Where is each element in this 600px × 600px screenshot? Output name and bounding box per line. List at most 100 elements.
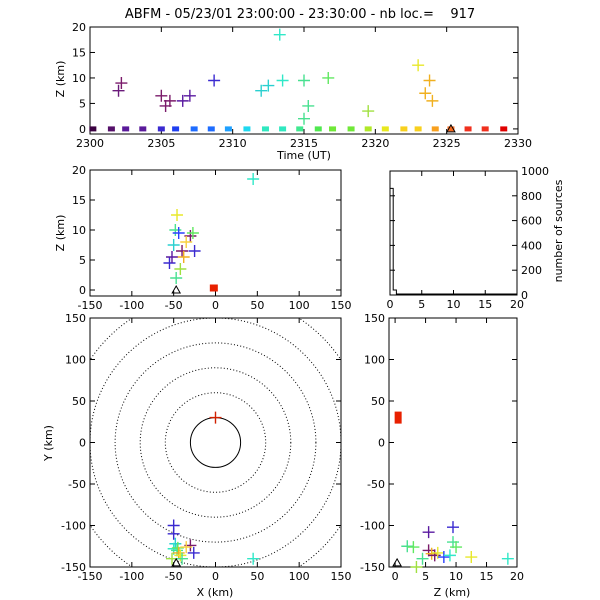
ground-source-marker	[364, 126, 372, 132]
time-z-ylabel: Z (km)	[54, 61, 67, 98]
source-cross	[176, 245, 189, 257]
source-cross	[169, 224, 182, 236]
plan-view-panel: X (km) Y (km) -150 -100 -50 0 50 100 150 -150 -1…	[42, 312, 352, 599]
time-z-ytick-label: 10	[72, 72, 86, 85]
station-marker	[446, 123, 456, 133]
time-z-panel: Time (UT) Z (km) 2300 2305 2310 2315 2320 232…	[54, 21, 532, 162]
x-z-xtick-label: -100	[119, 299, 144, 312]
range-ring	[164, 392, 267, 493]
source-cross	[165, 251, 178, 263]
x-z-xtick-label: 50	[250, 299, 264, 312]
ground-source-marker	[139, 126, 147, 132]
source-cross	[167, 527, 180, 540]
source-cross	[112, 84, 125, 97]
histogram-ytick-label: 800	[521, 190, 542, 203]
source-cross	[176, 552, 189, 565]
source-cross	[412, 59, 425, 72]
source-cross	[155, 89, 168, 102]
ground-source-marker	[261, 126, 269, 132]
time-z-xtick-label: 2300	[76, 137, 104, 150]
plan-ytick-label: -100	[61, 520, 86, 533]
ground-source-marker	[122, 126, 130, 132]
x-z-xtick-label: -150	[78, 299, 103, 312]
source-cross	[443, 549, 456, 562]
ground-source-marker	[157, 126, 165, 132]
source-cross	[170, 272, 183, 284]
time-z-ytick-label: 20	[72, 21, 86, 34]
time-z-ytick-label: 5	[79, 97, 86, 110]
z-y-panel: Z (km) 0 5 10 15 20 -150 -100 -50 0 50 100 150	[360, 312, 524, 599]
plan-ytick-label: 0	[79, 437, 86, 450]
histogram-xtick-label: 20	[510, 298, 524, 311]
source-cross	[247, 552, 260, 565]
histogram-ylabel: number of sources	[552, 179, 565, 282]
z-y-xtick-label: 20	[510, 570, 524, 583]
time-z-xtick-label: 2315	[290, 137, 318, 150]
z-y-xlabel: Z (km)	[434, 586, 471, 599]
ground-source-marker	[381, 126, 389, 132]
range-rings	[90, 318, 341, 567]
x-z-xtick-label: -50	[165, 299, 183, 312]
ground-source-marker	[481, 126, 489, 132]
plan-xtick-label: -100	[119, 570, 144, 583]
source-cross	[465, 551, 478, 564]
time-z-ytick-label: 15	[72, 46, 86, 59]
x-z-panel: Z (km) -150 -100 -50 0 50 100 150 0 5 10 15 20	[54, 164, 352, 312]
x-z-ytick-label: 5	[79, 254, 86, 267]
source-cross	[180, 236, 193, 248]
z-y-ytick-label: 150	[364, 312, 385, 325]
histogram-frame	[389, 170, 518, 296]
ground-source-marker	[243, 126, 251, 132]
x-z-ytick-label: 20	[72, 164, 86, 177]
plan-xtick-label: -50	[165, 570, 183, 583]
origin-cross	[209, 411, 222, 424]
source-cross	[425, 547, 438, 560]
source-cross	[431, 546, 444, 559]
source-cross	[401, 540, 414, 553]
z-y-ytick-label: -150	[360, 561, 385, 574]
x-z-ytick-label: 15	[72, 194, 86, 207]
x-z-xtick-label: 100	[289, 299, 310, 312]
source-cross	[174, 263, 187, 275]
source-cross	[176, 94, 189, 107]
source-cross	[115, 77, 128, 90]
x-z-xtick-label: 0	[212, 299, 219, 312]
source-cross	[298, 112, 310, 125]
histogram-xtick-label: 5	[418, 298, 425, 311]
station-marker	[392, 557, 402, 567]
origin-marker	[394, 411, 402, 424]
ground-source-marker	[89, 126, 97, 132]
histogram-xtick-label: 10	[447, 298, 461, 311]
time-z-xtick-label: 2320	[361, 137, 389, 150]
source-cross	[428, 549, 441, 562]
z-y-ytick-label: 0	[378, 437, 385, 450]
time-z-xtick-label: 2330	[504, 137, 532, 150]
station-marker	[171, 284, 182, 294]
source-cross	[262, 79, 275, 92]
z-y-xtick-label: 0	[392, 570, 399, 583]
chart-title: ABFM - 05/23/01 23:00:00 - 23:30:00 - nb…	[125, 7, 475, 22]
source-cross	[450, 541, 463, 554]
plan-xtick-label: 50	[250, 570, 264, 583]
histogram-ytick-label: 600	[521, 215, 542, 228]
source-cross	[422, 526, 435, 539]
source-cross	[172, 227, 185, 239]
plan-ylabel: Y (km)	[42, 425, 55, 462]
source-cross	[322, 71, 335, 84]
ground-source-marker	[190, 126, 198, 132]
ground-source-marker	[347, 126, 355, 132]
histogram-ytick-label: 0	[521, 289, 528, 302]
plan-ytick-label: -50	[68, 478, 86, 491]
z-y-xtick-label: 15	[480, 570, 494, 583]
plan-xtick-label: 100	[289, 570, 310, 583]
ground-source-marker	[207, 126, 215, 132]
plan-ytick-label: -150	[61, 561, 86, 574]
range-ring	[139, 367, 292, 518]
ground-source-marker	[224, 126, 232, 132]
x-z-ytick-label: 0	[79, 284, 86, 297]
plan-ytick-label: 100	[65, 354, 86, 367]
source-cross	[247, 173, 260, 185]
histogram-panel: number of sources 0 5 10 15 2002004006008001…	[387, 165, 566, 311]
plan-xlabel: X (km)	[197, 586, 234, 599]
